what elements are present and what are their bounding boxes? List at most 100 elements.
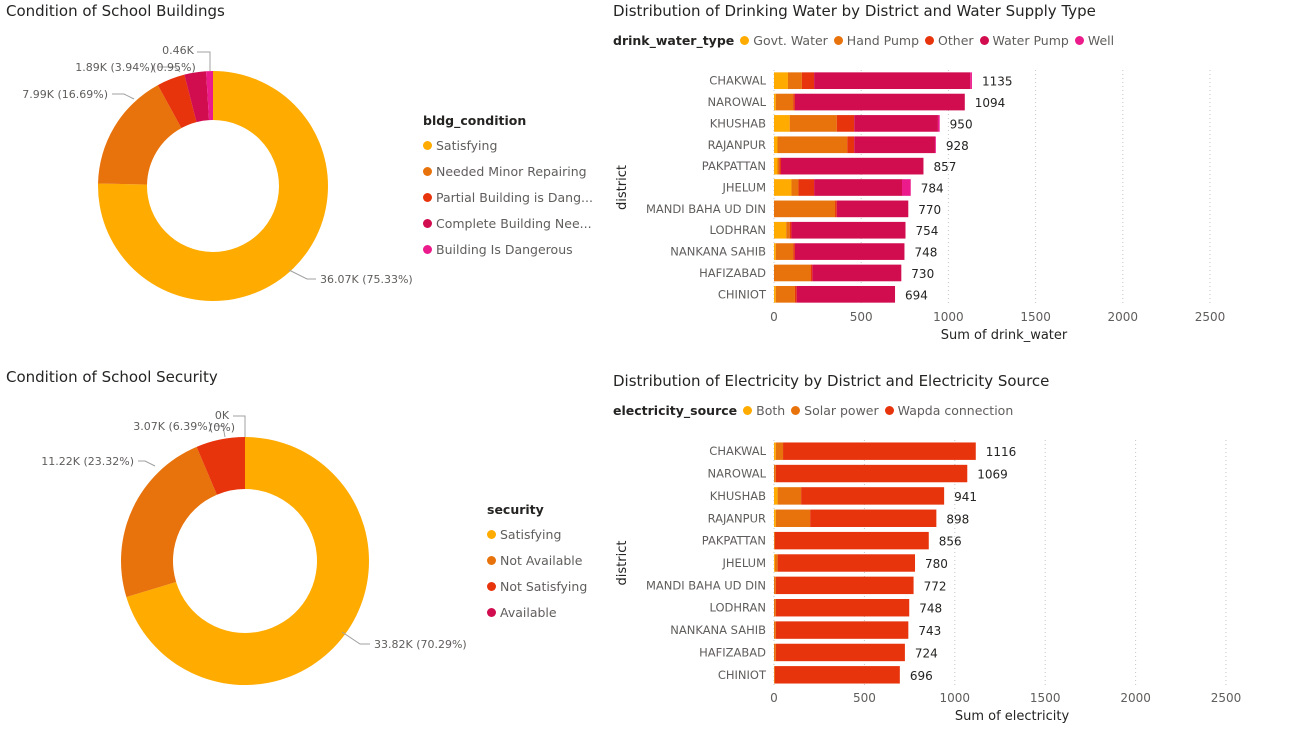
bar-chiniot-govt-water[interactable] [774, 285, 776, 303]
drinking-water-bar-chart[interactable]: 0 500 1000 1500 2000 2500 Sum of drink_water di… [600, 60, 1300, 360]
bar-chiniot-water-pump[interactable] [796, 285, 896, 303]
bar-pakpattan-wapda-connection[interactable] [774, 531, 929, 550]
slice-not-satisfying[interactable] [196, 437, 245, 495]
slice-complete-building-nee[interactable] [184, 71, 210, 123]
legend-item-both[interactable]: Both [743, 403, 785, 418]
bar-chakwal-both[interactable] [774, 442, 776, 460]
bar-rajanpur-well[interactable] [934, 136, 936, 154]
bar-hafizabad-solar-power[interactable] [774, 643, 776, 662]
bar-chiniot-wapda-connection[interactable] [774, 666, 900, 684]
bar-khushab-other[interactable] [836, 115, 855, 132]
legend-item-not-available[interactable]: Not Available [487, 547, 587, 573]
legend-item-building-is-dangerous[interactable]: Building Is Dangerous [423, 236, 593, 262]
bar-lodhran-wapda-connection[interactable] [775, 599, 910, 617]
slice-satisfying[interactable] [126, 437, 369, 685]
bar-khushab-govt-water[interactable] [774, 115, 790, 132]
bar-lodhran-govt-water[interactable] [774, 221, 787, 239]
bar-mandi-baha-ud-din-water-pump[interactable] [836, 200, 909, 218]
bar-pakpattan-govt-water[interactable] [774, 157, 778, 175]
bar-lodhran-solar-power[interactable] [774, 599, 776, 617]
legend-item-hand-pump[interactable]: Hand Pump [833, 33, 919, 48]
bar-nankana-sahib-water-pump[interactable] [794, 243, 905, 260]
bar-jhelum-both[interactable] [774, 554, 775, 572]
bar-lodhran-hand-pump[interactable] [786, 221, 790, 239]
legend-item-well[interactable]: Well [1074, 33, 1114, 48]
bar-nankana-sahib-wapda-connection[interactable] [775, 621, 909, 639]
slice-partial-building-is-dang[interactable] [157, 74, 197, 129]
bar-rajanpur-govt-water[interactable] [774, 136, 778, 154]
legend-item-govt-water[interactable]: Govt. Water [740, 33, 828, 48]
legend-item-partial-building[interactable]: Partial Building is Dang... [423, 184, 593, 210]
bar-narowal-other[interactable] [793, 93, 795, 111]
legend-item-wapda-connection[interactable]: Wapda connection [884, 403, 1013, 418]
legend-item-available[interactable]: Available [487, 599, 587, 625]
bar-mandi-baha-ud-din-solar-power[interactable] [774, 576, 776, 595]
legend-item-solar-power[interactable]: Solar power [791, 403, 879, 418]
bar-nankana-sahib-govt-water[interactable] [774, 243, 776, 260]
legend-item-satisfying[interactable]: Satisfying [487, 521, 587, 547]
bar-rajanpur-solar-power[interactable] [775, 509, 811, 527]
bar-narowal-solar-power[interactable] [774, 464, 776, 483]
bar-chiniot-solar-power[interactable] [774, 666, 775, 684]
bar-pakpattan-water-pump[interactable] [780, 157, 924, 175]
bar-mandi-baha-ud-din-hand-pump[interactable] [774, 200, 836, 218]
bar-khushab-well[interactable] [937, 115, 940, 132]
legend-item-not-satisfying[interactable]: Not Satisfying [487, 573, 587, 599]
bar-rajanpur-wapda-connection[interactable] [810, 509, 937, 527]
legend-item-complete-building[interactable]: Complete Building Nee... [423, 210, 593, 236]
legend-item-satisfying[interactable]: Satisfying [423, 132, 593, 158]
bar-chiniot-other[interactable] [794, 285, 797, 303]
bar-rajanpur-both[interactable] [774, 509, 776, 527]
bar-chiniot-hand-pump[interactable] [775, 285, 795, 303]
bar-rajanpur-hand-pump[interactable] [777, 136, 848, 154]
bar-khushab-both[interactable] [774, 487, 778, 505]
slice-not-available[interactable] [121, 446, 217, 598]
slice-building-is-dangerous[interactable] [206, 71, 213, 121]
bar-chakwal-hand-pump[interactable] [787, 72, 802, 90]
bar-pakpattan-other[interactable] [779, 157, 781, 175]
legend-item-water-pump[interactable]: Water Pump [979, 33, 1069, 48]
bar-mandi-baha-ud-din-other[interactable] [835, 200, 837, 218]
bar-khushab-water-pump[interactable] [854, 115, 938, 132]
slice-satisfying[interactable] [98, 71, 328, 301]
bar-lodhran-other[interactable] [789, 221, 792, 239]
bar-narowal-wapda-connection[interactable] [775, 464, 968, 483]
building-condition-donut[interactable]: 36.07K (75.33%) 7.99K (16.69%) 1.89K (3.94… [0, 0, 600, 360]
bar-jhelum-hand-pump[interactable] [791, 179, 799, 196]
bar-jhelum-well[interactable] [902, 179, 911, 196]
bar-pakpattan-solar-power[interactable] [774, 531, 775, 550]
bar-narowal-water-pump[interactable] [794, 93, 965, 111]
bar-nankana-sahib-other[interactable] [793, 243, 795, 260]
bar-jhelum-wapda-connection[interactable] [777, 554, 916, 572]
bar-narowal-govt-water[interactable] [774, 93, 776, 111]
bar-nankana-sahib-solar-power[interactable] [774, 621, 776, 639]
bar-rajanpur-other[interactable] [847, 136, 855, 154]
bar-khushab-solar-power[interactable] [777, 487, 802, 505]
legend-item-other[interactable]: Other [925, 33, 974, 48]
bar-hafizabad-wapda-connection[interactable] [775, 643, 905, 662]
bar-khushab-wapda-connection[interactable] [801, 487, 945, 505]
bar-jhelum-other[interactable] [798, 179, 815, 196]
bar-jhelum-govt-water[interactable] [774, 179, 792, 196]
security-condition-donut[interactable]: 33.82K (70.29%) 11.22K (23.32%) 3.07K (6.3… [0, 366, 600, 732]
bar-pakpattan-hand-pump[interactable] [777, 157, 780, 175]
bar-chakwal-water-pump[interactable] [814, 72, 971, 90]
bar-chakwal-well[interactable] [970, 72, 972, 90]
bar-chakwal-wapda-connection[interactable] [783, 442, 976, 460]
electricity-bar-chart[interactable]: 0 500 1000 1500 2000 2500 Sum of electricity di… [600, 430, 1300, 730]
bar-chakwal-solar-power[interactable] [775, 442, 784, 460]
legend-item-needed-minor-repairing[interactable]: Needed Minor Repairing [423, 158, 593, 184]
bar-chakwal-other[interactable] [801, 72, 815, 90]
bar-khushab-hand-pump[interactable] [789, 115, 837, 132]
bar-jhelum-water-pump[interactable] [814, 179, 903, 196]
bar-chakwal-govt-water[interactable] [774, 72, 788, 90]
bar-nankana-sahib-hand-pump[interactable] [775, 243, 794, 260]
bar-rajanpur-water-pump[interactable] [854, 136, 935, 154]
bar-hafizabad-water-pump[interactable] [812, 264, 902, 282]
bar-mandi-baha-ud-din-wapda-connection[interactable] [775, 576, 914, 595]
bar-jhelum-solar-power[interactable] [774, 554, 778, 572]
bar-lodhran-water-pump[interactable] [791, 221, 906, 239]
bar-narowal-hand-pump[interactable] [775, 93, 794, 111]
bar-hafizabad-other[interactable] [810, 264, 813, 282]
bar-hafizabad-hand-pump[interactable] [774, 264, 811, 282]
